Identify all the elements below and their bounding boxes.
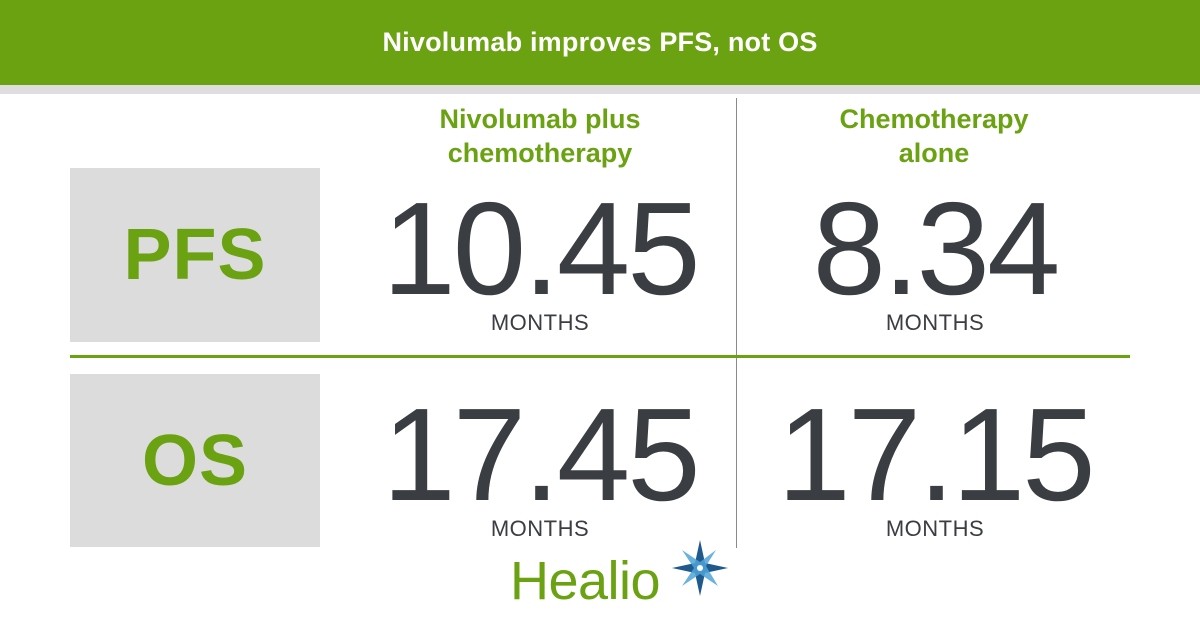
banner-shadow (0, 85, 1200, 94)
pfs-chemotherapy-cell: 8.34 MONTHS (745, 175, 1125, 335)
stat-unit: MONTHS (885, 310, 985, 335)
column-header-line: chemotherapy (447, 138, 633, 168)
star-icon (672, 540, 728, 596)
row-divider (70, 355, 1130, 358)
pfs-nivolumab-cell: 10.45 MONTHS (350, 175, 730, 335)
stat-value: 17.45 (382, 381, 700, 528)
column-header-chemotherapy: Chemotherapy alone (784, 102, 1084, 170)
os-nivolumab-cell: 17.45 MONTHS (350, 381, 730, 541)
stat-value: 17.15 (777, 381, 1095, 528)
title-banner: Nivolumab improves PFS, not OS (0, 0, 1200, 85)
stat-unit: MONTHS (490, 310, 590, 335)
column-header-line: Chemotherapy (839, 104, 1029, 134)
logo-text: Healio (510, 551, 661, 611)
stat-unit: MONTHS (885, 516, 985, 541)
column-header-nivolumab: Nivolumab plus chemotherapy (390, 102, 690, 170)
row-label-os: OS (70, 374, 320, 547)
os-chemotherapy-cell: 17.15 MONTHS (745, 381, 1125, 541)
stat-value: 8.34 (812, 175, 1061, 322)
page-title: Nivolumab improves PFS, not OS (382, 27, 818, 57)
stat-unit: MONTHS (490, 516, 590, 541)
row-label-pfs: PFS (70, 168, 320, 342)
stat-value: 10.45 (382, 175, 700, 322)
row-label-text: PFS (123, 215, 267, 295)
row-label-text: OS (141, 420, 249, 501)
column-header-line: Nivolumab plus (439, 104, 641, 134)
column-header-line: alone (898, 138, 970, 168)
healio-logo: Healio (510, 538, 730, 611)
column-divider (736, 98, 737, 548)
